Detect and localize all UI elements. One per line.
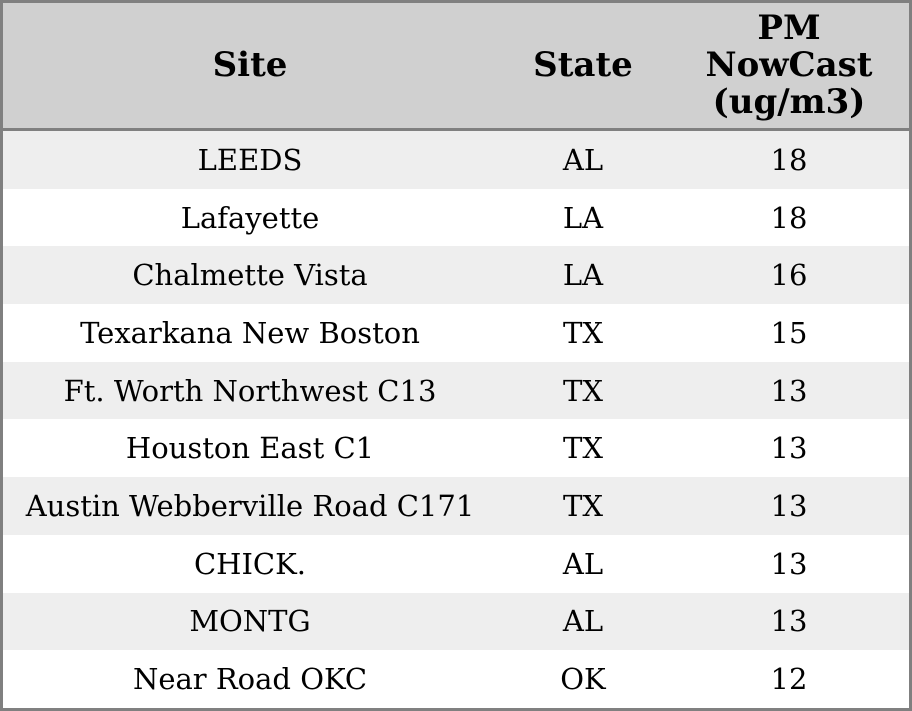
table-header: Site State PM NowCast (ug/m3): [3, 3, 909, 131]
state-cell: TX: [563, 315, 603, 350]
state-cell: OK: [560, 662, 606, 697]
table-row: MONTG AL 13: [3, 592, 909, 651]
table-body: LEEDS AL 18 Lafayette LA 18 Chalmette Vi…: [3, 129, 909, 708]
state-cell: TX: [563, 373, 603, 408]
site-cell: MONTG: [189, 604, 311, 639]
site-cell: LEEDS: [197, 142, 303, 177]
site-cell: Chalmette Vista: [132, 258, 368, 293]
site-cell: Lafayette: [180, 200, 320, 235]
pm-nowcast-table: Site State PM NowCast (ug/m3) LEEDS AL 1…: [3, 3, 909, 708]
column-header-site: Site: [3, 3, 497, 131]
state-cell: AL: [562, 142, 604, 177]
table-row: Near Road OKC OK 12: [3, 650, 909, 708]
site-cell: Near Road OKC: [132, 662, 368, 697]
table-row: Lafayette LA 18: [3, 188, 909, 247]
site-cell: CHICK.: [193, 546, 306, 581]
header-row: Site State PM NowCast (ug/m3): [3, 3, 909, 131]
state-cell: TX: [563, 431, 603, 466]
column-header-state: State: [497, 3, 669, 131]
pm-cell: 13: [770, 604, 808, 639]
site-cell: Austin Webberville Road C171: [25, 488, 475, 523]
site-cell: Houston East C1: [125, 431, 375, 466]
state-cell: AL: [562, 604, 604, 639]
pm-cell: 18: [770, 142, 808, 177]
table-row: CHICK. AL 13: [3, 534, 909, 593]
column-header-pm-nowcast: PM NowCast (ug/m3): [669, 3, 909, 131]
table-row: Chalmette Vista LA 16: [3, 246, 909, 305]
pm-cell: 13: [770, 431, 808, 466]
table-row: Ft. Worth Northwest C13 TX 13: [3, 361, 909, 420]
state-cell: LA: [562, 258, 604, 293]
pm-cell: 15: [770, 315, 808, 350]
pm-cell: 13: [770, 373, 808, 408]
pm-cell: 13: [770, 546, 808, 581]
site-cell: Ft. Worth Northwest C13: [63, 373, 437, 408]
pm-cell: 12: [770, 662, 808, 697]
table-row: Texarkana New Boston TX 15: [3, 304, 909, 362]
pm-cell: 18: [770, 200, 808, 235]
pm-cell: 16: [770, 258, 808, 293]
state-cell: LA: [562, 200, 604, 235]
table-row: LEEDS AL 18: [3, 129, 909, 189]
state-cell: TX: [563, 488, 603, 523]
site-cell: Texarkana New Boston: [80, 315, 420, 350]
table-row: Austin Webberville Road C171 TX 13: [3, 477, 909, 535]
table-row: Houston East C1 TX 13: [3, 419, 909, 478]
pm-cell: 13: [770, 488, 808, 523]
state-cell: AL: [562, 546, 604, 581]
